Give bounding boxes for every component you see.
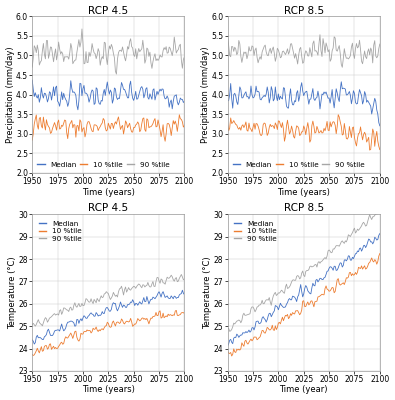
X-axis label: Time (years): Time (years) — [277, 188, 330, 196]
Y-axis label: Temperature (°C): Temperature (°C) — [203, 256, 213, 329]
Title: RCP 4.5: RCP 4.5 — [88, 204, 128, 214]
Legend: Median, 10 %tile, 90 %tile: Median, 10 %tile, 90 %tile — [36, 160, 171, 169]
Title: RCP 8.5: RCP 8.5 — [284, 204, 324, 214]
Title: RCP 8.5: RCP 8.5 — [284, 6, 324, 16]
X-axis label: Time (years): Time (years) — [82, 386, 135, 394]
Legend: Median, 10 %tile, 90 %tile: Median, 10 %tile, 90 %tile — [233, 220, 278, 243]
Legend: Median, 10 %tile, 90 %tile: Median, 10 %tile, 90 %tile — [231, 160, 366, 169]
Title: RCP 4.5: RCP 4.5 — [88, 6, 128, 16]
X-axis label: Time (year): Time (year) — [280, 386, 328, 394]
Y-axis label: Precipitation (mm/day): Precipitation (mm/day) — [6, 46, 15, 143]
Y-axis label: Temperature (°C): Temperature (°C) — [8, 256, 17, 329]
X-axis label: Time (years): Time (years) — [82, 188, 135, 196]
Y-axis label: Precipitation (mm/day): Precipitation (mm/day) — [201, 46, 210, 143]
Legend: Median, 10 %tile, 90 %tile: Median, 10 %tile, 90 %tile — [38, 220, 83, 243]
